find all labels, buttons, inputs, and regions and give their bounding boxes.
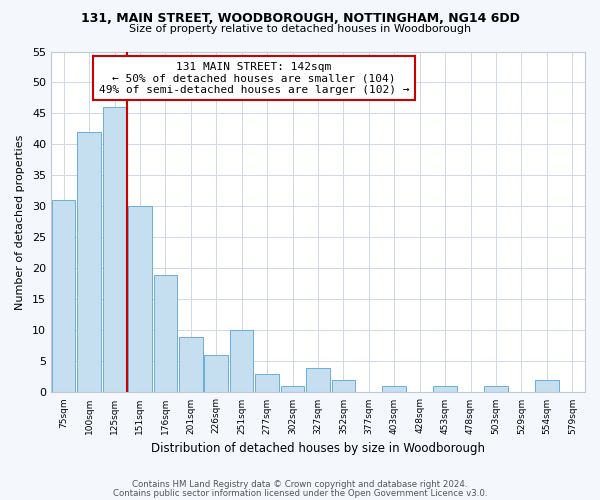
Bar (281, 386, 304, 392)
Bar (433, 386, 457, 392)
Bar (382, 386, 406, 392)
Text: Size of property relative to detached houses in Woodborough: Size of property relative to detached ho… (129, 24, 471, 34)
Bar (52, 200, 76, 392)
Bar (205, 355, 228, 393)
Text: 131, MAIN STREET, WOODBOROUGH, NOTTINGHAM, NG14 6DD: 131, MAIN STREET, WOODBOROUGH, NOTTINGHA… (80, 12, 520, 26)
Text: 131 MAIN STREET: 142sqm
← 50% of detached houses are smaller (104)
49% of semi-d: 131 MAIN STREET: 142sqm ← 50% of detache… (98, 62, 409, 95)
Bar (484, 386, 508, 392)
X-axis label: Distribution of detached houses by size in Woodborough: Distribution of detached houses by size … (151, 442, 485, 455)
Bar (306, 368, 330, 392)
Text: Contains public sector information licensed under the Open Government Licence v3: Contains public sector information licen… (113, 488, 487, 498)
Bar (128, 206, 152, 392)
Bar (77, 132, 101, 392)
Bar (179, 336, 203, 392)
Y-axis label: Number of detached properties: Number of detached properties (15, 134, 25, 310)
Bar (332, 380, 355, 392)
Bar (535, 380, 559, 392)
Bar (154, 274, 177, 392)
Text: Contains HM Land Registry data © Crown copyright and database right 2024.: Contains HM Land Registry data © Crown c… (132, 480, 468, 489)
Bar (230, 330, 253, 392)
Bar (103, 108, 127, 393)
Bar (255, 374, 279, 392)
